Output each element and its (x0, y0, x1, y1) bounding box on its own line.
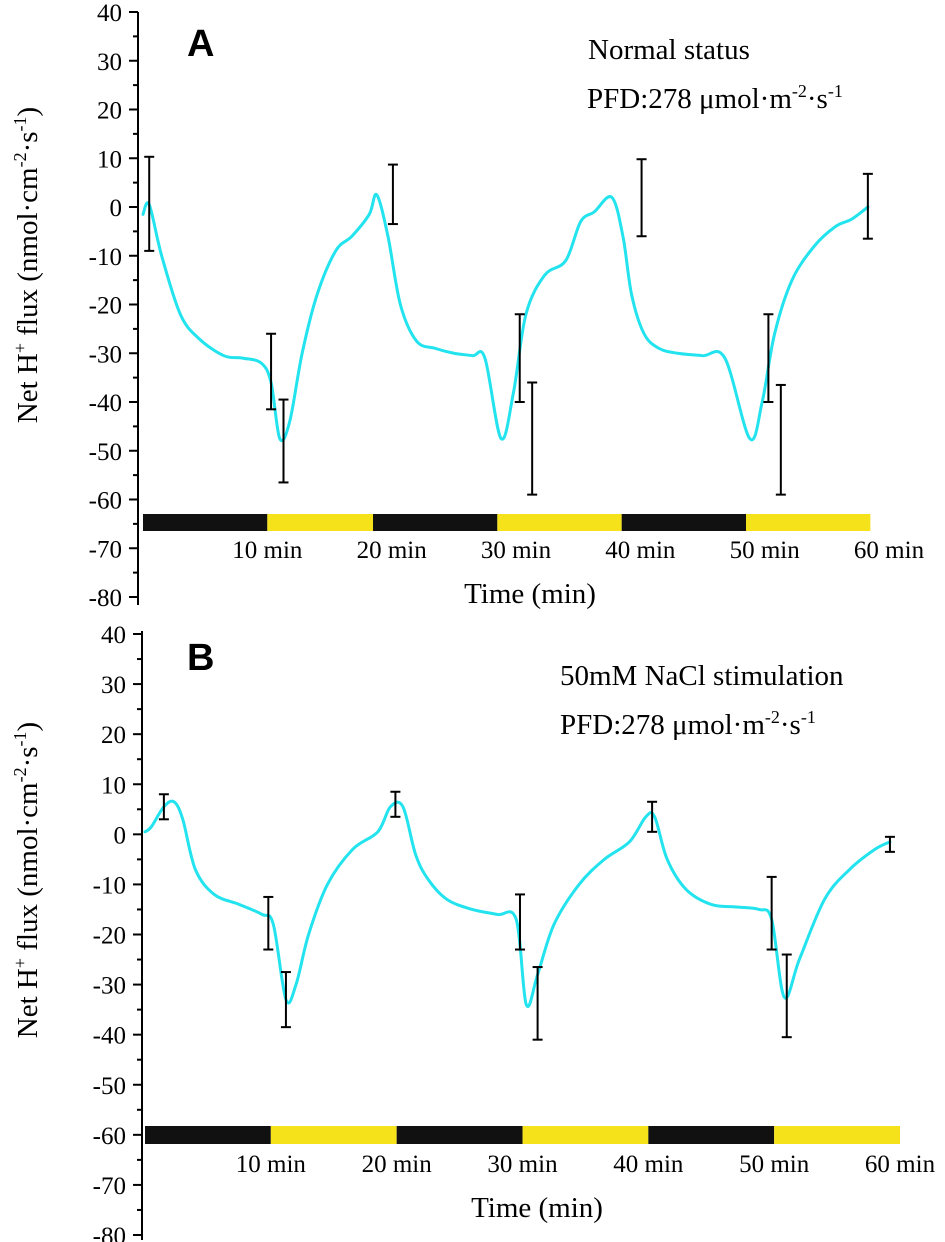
error-bar (532, 966, 543, 1041)
light-bar-segment-light (522, 1126, 649, 1144)
light-bar-segment-dark (143, 514, 268, 531)
y-tick-label: -80 (93, 1223, 126, 1242)
x-tick-label: 60 min (865, 1151, 936, 1178)
error-bar (280, 971, 291, 1029)
y-axis-title: Net H+ flux (nmol·cm-2·s-1) (10, 107, 44, 423)
y-tick-label: 0 (114, 822, 127, 849)
error-bar (514, 313, 525, 403)
error-bars (158, 790, 895, 1041)
panel-label: B (187, 637, 214, 679)
annotation-condition: Normal status (588, 34, 750, 66)
y-tick-label: -20 (89, 293, 122, 320)
y-tick-label: -70 (89, 536, 122, 563)
light-bar-segment-light (746, 514, 871, 531)
y-axis-title: Net H+ flux (nmol·cm-2·s-1) (10, 722, 44, 1038)
y-tick-label: -40 (93, 1023, 126, 1050)
light-bar-segment-dark (648, 1126, 775, 1144)
net-h-flux-line (143, 799, 892, 1009)
error-bar (862, 172, 873, 240)
error-bar (263, 895, 274, 951)
y-tick-label: 30 (101, 672, 126, 699)
error-bars (144, 155, 873, 496)
y-tick-label: -40 (89, 390, 122, 417)
y-axis-ticks: 40 30 20 10 0 -10 -20 -30 -40 -50 -60 -70 -80 (89, 0, 138, 612)
x-axis-title: Time (min) (464, 578, 596, 610)
x-tick-label: 50 min (739, 1151, 810, 1178)
x-tick-label: 40 min (613, 1151, 684, 1178)
y-tick-label: -30 (93, 973, 126, 1000)
x-tick-label: 60 min (854, 537, 925, 564)
light-bar-segment-light (774, 1126, 900, 1144)
x-tick-label: 30 min (481, 537, 552, 564)
y-tick-label: -30 (89, 341, 122, 368)
annotation-pfd: PFD:278 μmol·m-2·s-1 (560, 707, 816, 741)
y-tick-label: -10 (93, 872, 126, 899)
y-tick-label: -80 (89, 585, 122, 612)
light-bar-segment-light (497, 514, 622, 531)
light-bar-segment-light (267, 514, 374, 531)
y-tick-label: -60 (89, 488, 122, 515)
y-tick-label: -70 (93, 1173, 126, 1200)
error-bar (781, 953, 792, 1039)
panel-a: 40 30 20 10 0 -10 -20 -30 -40 -50 -60 -70 -80 10 min… (10, 0, 925, 612)
error-bar (278, 398, 289, 484)
panel-b: 40 30 20 10 0 -10 -20 -30 -40 -50 -60 -70 -80 10 min… (10, 622, 936, 1242)
y-tick-label: 40 (101, 622, 126, 649)
x-tick-label: 20 min (357, 537, 428, 564)
error-bar (647, 800, 658, 833)
error-bar (144, 155, 155, 252)
error-bar (636, 158, 647, 238)
y-tick-label: 10 (97, 146, 122, 173)
x-tick-label: 50 min (730, 537, 801, 564)
error-bar (387, 163, 398, 226)
light-bar-segment-dark (145, 1126, 271, 1144)
y-tick-label: -60 (93, 1123, 126, 1150)
light-bar-segment-dark (373, 514, 498, 531)
error-bar (390, 790, 401, 818)
error-bar (763, 313, 774, 403)
y-tick-label: -50 (89, 439, 122, 466)
error-bar (527, 381, 538, 496)
x-axis-tick-labels: 10 min 20 min 30 min 40 min 50 min 60 min (232, 537, 924, 564)
light-bar-segment-dark (396, 1126, 523, 1144)
y-tick-label: 30 (97, 49, 122, 76)
light-dark-bar (143, 514, 871, 531)
y-tick-label: 20 (101, 722, 126, 749)
annotation-pfd: PFD:278 μmol·m-2·s-1 (587, 81, 843, 115)
x-tick-label: 10 min (236, 1151, 307, 1178)
y-tick-label: 40 (97, 0, 122, 27)
light-bar-segment-dark (621, 514, 747, 531)
y-tick-label: -20 (93, 923, 126, 950)
error-bar (884, 835, 895, 853)
net-h-flux-line (141, 192, 870, 443)
x-tick-label: 40 min (605, 537, 676, 564)
y-axis-ticks: 40 30 20 10 0 -10 -20 -30 -40 -50 -60 -70 -80 (93, 622, 142, 1242)
error-bar (266, 332, 277, 411)
y-tick-label: 20 (97, 98, 122, 125)
y-tick-label: -10 (89, 244, 122, 271)
error-bar (514, 893, 525, 951)
error-bar (766, 875, 777, 951)
light-bar-segment-light (270, 1126, 397, 1144)
x-axis-tick-labels: 10 min 20 min 30 min 40 min 50 min 60 min (236, 1151, 936, 1178)
y-tick-label: 0 (110, 195, 123, 222)
x-axis-title: Time (min) (471, 1192, 603, 1224)
x-tick-label: 20 min (362, 1151, 433, 1178)
x-tick-label: 10 min (232, 537, 303, 564)
error-bar (158, 793, 169, 821)
light-dark-bar (145, 1126, 900, 1144)
y-tick-label: -50 (93, 1073, 126, 1100)
annotation-condition: 50mM NaCl stimulation (560, 660, 844, 692)
error-bar (775, 383, 786, 496)
x-tick-label: 30 min (487, 1151, 558, 1178)
y-tick-label: 10 (101, 772, 126, 799)
panel-label: A (187, 23, 214, 65)
